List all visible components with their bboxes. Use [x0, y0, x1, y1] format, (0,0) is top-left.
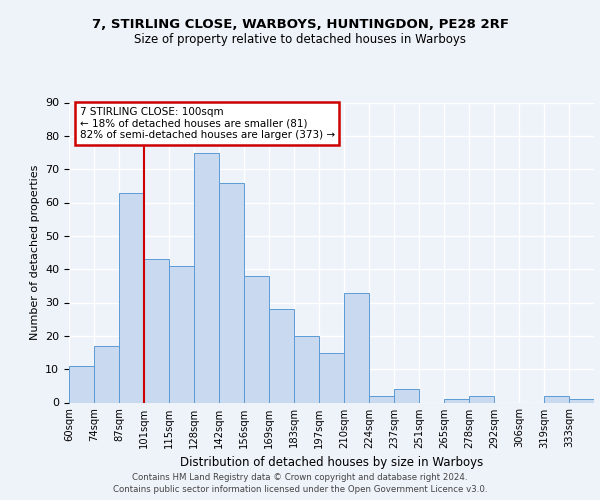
Text: Size of property relative to detached houses in Warboys: Size of property relative to detached ho…: [134, 32, 466, 46]
Text: Contains public sector information licensed under the Open Government Licence v3: Contains public sector information licen…: [113, 485, 487, 494]
Bar: [244, 276, 269, 402]
Y-axis label: Number of detached properties: Number of detached properties: [29, 165, 40, 340]
Bar: [119, 192, 144, 402]
Bar: [69, 366, 94, 403]
Bar: [94, 346, 119, 403]
Bar: [269, 309, 294, 402]
Bar: [469, 396, 494, 402]
Text: 7, STIRLING CLOSE, WARBOYS, HUNTINGDON, PE28 2RF: 7, STIRLING CLOSE, WARBOYS, HUNTINGDON, …: [91, 18, 509, 30]
Text: Contains HM Land Registry data © Crown copyright and database right 2024.: Contains HM Land Registry data © Crown c…: [132, 472, 468, 482]
Bar: [569, 399, 594, 402]
Text: 7 STIRLING CLOSE: 100sqm
← 18% of detached houses are smaller (81)
82% of semi-d: 7 STIRLING CLOSE: 100sqm ← 18% of detach…: [79, 107, 335, 140]
Bar: [344, 292, 369, 403]
Bar: [194, 152, 219, 402]
Bar: [319, 352, 344, 403]
Bar: [394, 389, 419, 402]
Bar: [544, 396, 569, 402]
X-axis label: Distribution of detached houses by size in Warboys: Distribution of detached houses by size …: [180, 456, 483, 469]
Bar: [219, 182, 244, 402]
Bar: [294, 336, 319, 402]
Bar: [144, 259, 169, 402]
Bar: [369, 396, 394, 402]
Bar: [169, 266, 194, 402]
Bar: [444, 399, 469, 402]
